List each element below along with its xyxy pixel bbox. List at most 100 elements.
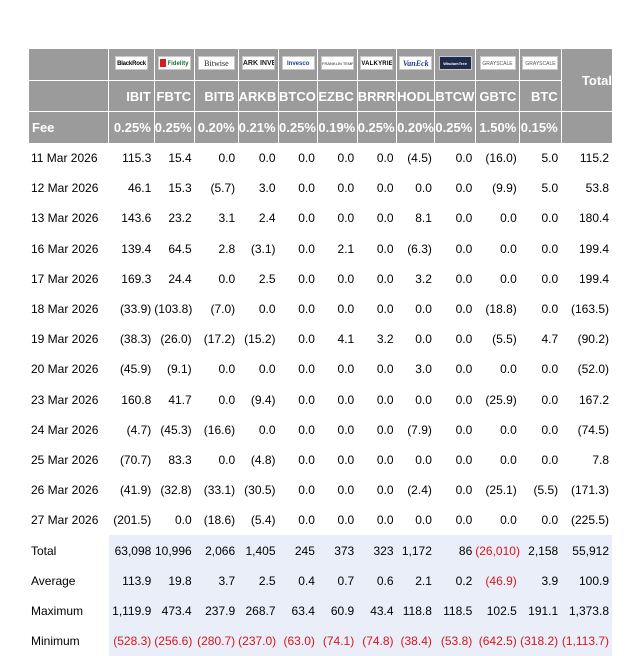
flow-cell: 0.0 — [376, 302, 394, 317]
flow-cell: 0.0 — [455, 241, 473, 256]
issuer-logo-cell: GRAYSCALE — [474, 49, 520, 81]
summary-cell: 102.5 — [475, 595, 520, 626]
issuer-logo-cell: FRANKLIN TEMPLETON — [317, 49, 358, 81]
flow-cell: 0.0 — [376, 422, 394, 437]
issuer-logo: Bitwise — [197, 56, 235, 70]
flow-cell: (16.0) — [485, 151, 517, 166]
flow-cell: 139.4 — [121, 241, 152, 256]
flow-cell: (4.7) — [126, 422, 152, 437]
fee-value: 0.19% — [317, 111, 358, 143]
summary-cell: 323 — [357, 535, 397, 566]
flow-cell: 0.0 — [500, 241, 517, 256]
summary-cell: 113.9 — [108, 565, 155, 596]
flow-cell: (9.4) — [250, 392, 276, 407]
summary-cell: 43.4 — [357, 595, 397, 626]
flow-cell: 0.0 — [376, 483, 394, 498]
summary-cell: 1,172 — [396, 535, 435, 566]
fidelity-mark-icon — [160, 59, 167, 68]
table-row: 23 Mar 2026 160.8 41.7 0.0 (9.4) 0.0 0.0 0.0 0.0… — [29, 385, 612, 415]
flow-cell: 0.0 — [455, 452, 473, 467]
summary-cell: 373 — [317, 535, 358, 566]
summary-cell: (280.7) — [194, 626, 239, 656]
summary-row: Total 63,098 10,996 2,066 1,405 245 373 323 1,17… — [29, 535, 612, 566]
issuer-logo: ARK INVEST — [241, 56, 275, 70]
issuer-logo-cell: Bitwise — [194, 49, 239, 81]
fee-value: 0.25% — [153, 111, 195, 143]
flow-cell: 0.0 — [500, 452, 517, 467]
date-cell: 25 Mar 2026 — [31, 452, 99, 467]
summary-cell: (528.3) — [108, 626, 155, 656]
date-cell: 11 Mar 2026 — [31, 151, 98, 166]
flow-cell: 0.0 — [455, 513, 473, 528]
flow-cell: 0.0 — [337, 302, 355, 317]
flow-cell: 23.2 — [168, 211, 192, 226]
flow-cell: 0.0 — [455, 483, 473, 498]
flow-cell: 0.0 — [298, 392, 315, 407]
flow-cell: 169.3 — [121, 271, 152, 286]
summary-cell: (237.0) — [238, 626, 279, 656]
summary-cell: (256.6) — [154, 626, 195, 656]
issuer-logo-cell: VALKYRIE — [356, 49, 397, 81]
flow-cell: 0.0 — [500, 513, 517, 528]
summary-cell: 191.1 — [519, 595, 562, 626]
summary-cell: 2,066 — [194, 535, 239, 566]
summary-label: Minimum — [29, 626, 109, 656]
row-total-cell: 115.2 — [579, 151, 609, 166]
ticker-header: HODL — [396, 80, 435, 112]
flow-cell: 0.0 — [541, 211, 559, 226]
flow-cell: 83.3 — [168, 452, 192, 467]
date-cell: 16 Mar 2026 — [31, 241, 99, 256]
summary-cell: 118.8 — [396, 595, 435, 626]
summary-label: Average — [29, 565, 109, 596]
flow-cell: 0.0 — [376, 271, 394, 286]
date-cell: 26 Mar 2026 — [31, 483, 99, 498]
table-row: 24 Mar 2026 (4.7) (45.3) (16.6) 0.0 0.0 0.0 0.0… — [29, 415, 612, 445]
flow-cell: 0.0 — [541, 271, 559, 286]
flow-cell: 0.0 — [258, 302, 276, 317]
summary-cell: 2.5 — [238, 565, 279, 596]
flow-cell: 0.0 — [337, 513, 355, 528]
table-row: 17 Mar 2026 169.3 24.4 0.0 2.5 0.0 0.0 0.0 3.2 0.… — [29, 264, 612, 294]
flow-cell: (33.1) — [203, 483, 236, 498]
flow-cell: 15.3 — [168, 181, 192, 196]
flow-cell: 0.0 — [376, 151, 394, 166]
issuer-logo: GRAYSCALE — [522, 56, 559, 70]
flow-cell: 0.0 — [376, 181, 394, 196]
row-total-cell: 180.4 — [578, 211, 609, 226]
issuer-logo: GRAYSCALE — [479, 56, 516, 70]
summary-cell: 473.4 — [154, 595, 195, 626]
logo-row: BlackRock Fidelity Bitwise ARK INVEST Invesc… — [29, 49, 612, 112]
flow-cell: 0.0 — [541, 422, 559, 437]
summary-cell: 0.2 — [434, 565, 476, 596]
table-row: 27 Mar 2026 (201.5) 0.0 (18.6) (5.4) 0.0 0.0 0.… — [29, 505, 612, 535]
flow-cell: 15.4 — [168, 151, 192, 166]
row-total-cell: 167.2 — [578, 392, 609, 407]
flow-cell: 0.0 — [455, 302, 473, 317]
flow-cell: 0.0 — [415, 302, 432, 317]
flow-cell: (15.2) — [244, 332, 276, 347]
flow-cell: (33.9) — [119, 302, 152, 317]
date-cell: 19 Mar 2026 — [31, 332, 99, 347]
flow-cell: 160.8 — [121, 392, 152, 407]
row-total-cell: (74.5) — [577, 422, 609, 437]
issuer-logo: VALKYRIE — [360, 56, 394, 70]
flow-cell: 0.0 — [298, 483, 315, 498]
flow-cell: 4.7 — [541, 332, 559, 347]
issuer-logo-cell: BlackRock — [108, 49, 155, 81]
summary-cell: (318.2) — [519, 626, 562, 656]
flow-cell: 0.0 — [500, 422, 517, 437]
flow-cell: 115.3 — [122, 151, 152, 166]
summary-cell: 237.9 — [194, 595, 239, 626]
flow-cell: (4.8) — [250, 452, 276, 467]
flow-cell: 3.0 — [415, 362, 432, 377]
table-row: 16 Mar 2026 139.4 64.5 2.8 (3.1) 0.0 2.1 0.0 (6.… — [29, 234, 612, 264]
flow-cell: 0.0 — [415, 513, 432, 528]
summary-cell: (46.9) — [475, 565, 520, 596]
flow-cell: (201.5) — [113, 513, 152, 528]
table-row: 11 Mar 2026 115.3 15.4 0.0 0.0 0.0 0.0 0.0 (4.5)… — [29, 143, 612, 173]
row-total-cell: (90.2) — [577, 332, 609, 347]
flow-cell: 0.0 — [455, 211, 473, 226]
summary-label: Maximum — [29, 595, 109, 626]
summary-cell: 10,996 — [154, 535, 195, 566]
summary-cell: 2.1 — [396, 565, 435, 596]
